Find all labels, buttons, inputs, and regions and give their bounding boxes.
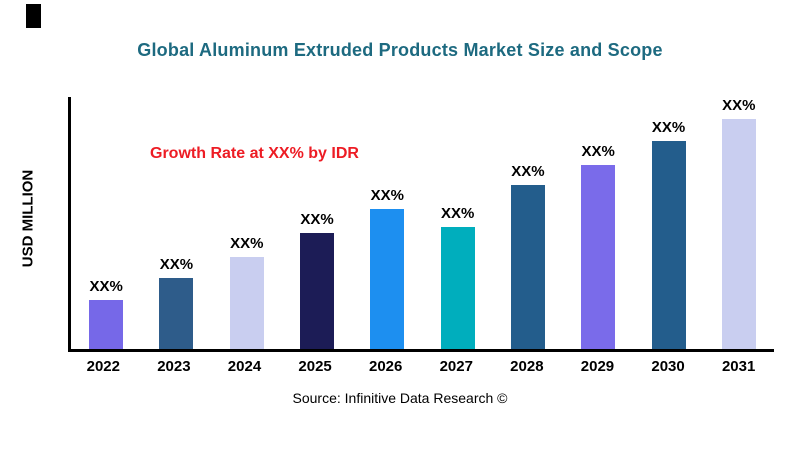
bar-value-label-2031: XX% (722, 97, 756, 114)
bar-slot-2031: XX% (704, 97, 774, 349)
x-tick-label-2024: 2024 (227, 358, 262, 375)
bar-slot-2026: XX% (352, 97, 422, 349)
bar-2024 (229, 257, 264, 349)
chart-title: Global Aluminum Extruded Products Market… (137, 40, 663, 60)
bar-value-label-2024: XX% (230, 235, 264, 252)
plot-area: XX% XX% XX% XX% XX% XX% XX% XX% XX% XX% (68, 97, 774, 352)
bar-value-label-2027: XX% (440, 205, 475, 222)
x-axis-labels: 2022 2023 2024 2025 2026 2027 2028 2029 2030 2031 (68, 358, 774, 375)
bar-value-label-2025: XX% (300, 211, 334, 228)
y-axis-label: USD MILLION (19, 169, 37, 268)
bar-slot-2028: XX% (493, 97, 563, 349)
x-tick-label-2025: 2025 (298, 358, 332, 375)
bar-slot-2025: XX% (282, 97, 352, 349)
bar-2022 (89, 300, 124, 349)
bar-value-label-2026: XX% (370, 187, 405, 204)
x-tick-label-2031: 2031 (721, 358, 756, 375)
bar-2027 (440, 227, 475, 349)
bar-2030 (651, 141, 686, 349)
x-tick-label-2023: 2023 (157, 358, 191, 375)
bar-2023 (159, 278, 194, 349)
bar-value-label-2028: XX% (511, 163, 545, 180)
x-tick-label-2022: 2022 (86, 358, 120, 375)
x-tick-label-2029: 2029 (580, 358, 615, 375)
bar-2026 (370, 209, 405, 349)
decorative-black-mark (26, 4, 41, 28)
x-tick-label-2028: 2028 (510, 358, 544, 375)
bar-2031 (721, 119, 756, 349)
bar-slot-2022: XX% (71, 97, 141, 349)
growth-rate-annotation: Growth Rate at XX% by IDR (150, 145, 359, 162)
bar-2029 (581, 165, 616, 349)
bar-2028 (510, 185, 545, 349)
bar-slot-2029: XX% (563, 97, 633, 349)
x-tick-label-2030: 2030 (651, 358, 685, 375)
x-tick-label-2027: 2027 (439, 358, 473, 375)
bar-slot-2030: XX% (633, 97, 703, 349)
bar-slot-2023: XX% (141, 97, 211, 349)
bar-value-label-2023: XX% (159, 256, 194, 273)
bar-value-label-2029: XX% (581, 143, 615, 160)
bar-2025 (300, 233, 335, 349)
bar-slot-2024: XX% (212, 97, 282, 349)
bar-value-label-2030: XX% (651, 119, 686, 136)
x-tick-label-2026: 2026 (368, 358, 403, 375)
source-attribution: Source: Infinitive Data Research © (292, 390, 508, 406)
bar-slot-2027: XX% (422, 97, 492, 349)
bar-value-label-2022: XX% (89, 278, 123, 295)
